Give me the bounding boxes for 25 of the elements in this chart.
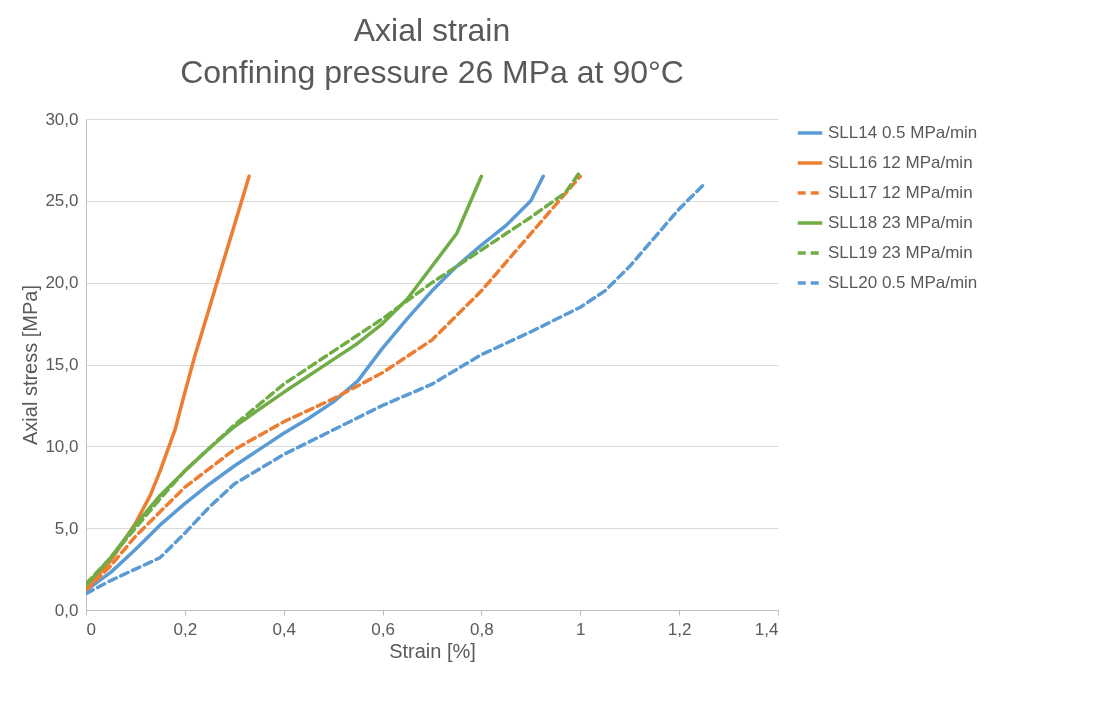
x-tick-label: 0 (86, 619, 96, 639)
y-tick-label: 5,0 (54, 518, 79, 538)
chart-subtitle: Confining pressure 26 MPa at 90°C (180, 54, 684, 90)
x-tick-label: 0,8 (470, 619, 494, 639)
y-axis-title: Axial stress [MPa] (19, 284, 42, 446)
legend-label: SLL14 0.5 MPa/min (828, 123, 978, 142)
x-tick-label: 1,2 (667, 619, 692, 639)
x-tick-label: 1 (576, 619, 586, 639)
y-tick-label: 15,0 (45, 355, 79, 374)
x-tick-label: 0,6 (371, 619, 395, 639)
x-tick-label: 0,4 (272, 619, 297, 639)
x-tick-label: 0,2 (173, 619, 198, 639)
legend-label: SLL17 12 MPa/min (828, 183, 973, 202)
legend-label: SLL20 0.5 MPa/min (828, 273, 978, 292)
y-tick-label: 25,0 (45, 191, 79, 211)
y-tick-label: 0,0 (54, 600, 79, 620)
x-axis-title: Strain [%] (389, 639, 476, 662)
y-tick-label: 10,0 (45, 436, 79, 456)
legend-label: SLL19 23 MPa/min (828, 243, 973, 262)
legend-label: SLL16 12 MPa/min (828, 153, 973, 172)
y-tick-label: 20,0 (45, 273, 79, 293)
chart-title: Axial strain (353, 12, 511, 48)
y-tick-label: 30,0 (45, 109, 79, 129)
x-tick-label: 1,4 (754, 619, 779, 639)
legend-label: SLL18 23 MPa/min (828, 213, 973, 232)
